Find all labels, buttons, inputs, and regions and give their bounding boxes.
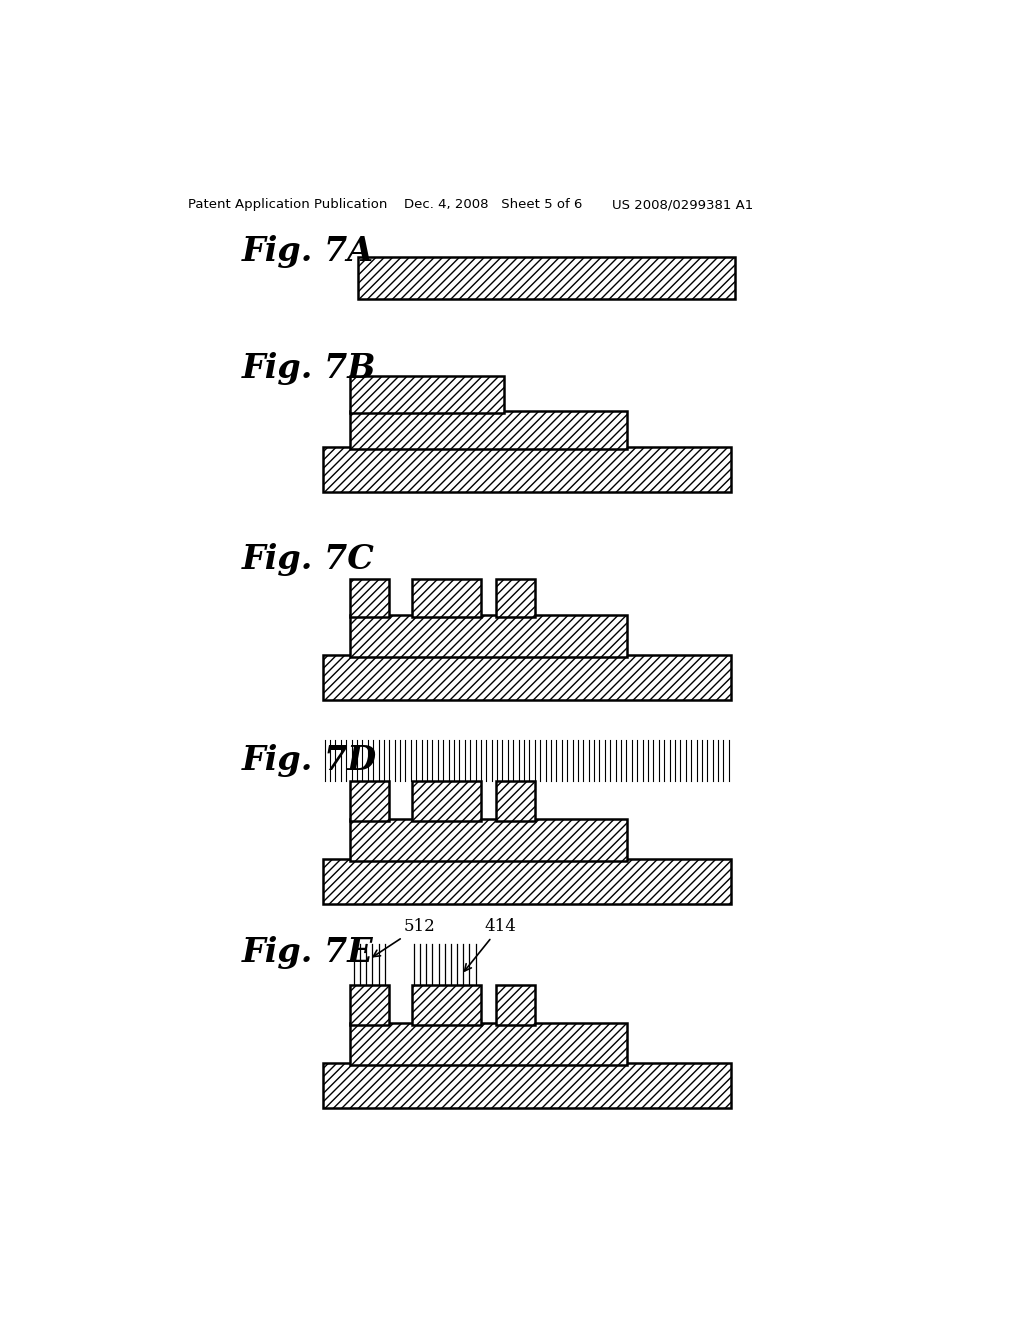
Bar: [350, 411, 628, 449]
Text: Fig. 7E: Fig. 7E: [243, 936, 374, 969]
Bar: [497, 985, 535, 1024]
Bar: [412, 985, 481, 1024]
Bar: [350, 615, 628, 656]
Text: 414: 414: [465, 917, 517, 972]
Bar: [323, 447, 731, 492]
Bar: [323, 859, 731, 904]
Text: Fig. 7A: Fig. 7A: [243, 235, 375, 268]
Bar: [350, 985, 388, 1024]
Bar: [497, 578, 535, 616]
Bar: [350, 376, 504, 412]
Text: Fig. 7B: Fig. 7B: [243, 352, 377, 385]
Bar: [412, 781, 481, 821]
Bar: [350, 1023, 628, 1065]
Bar: [323, 655, 731, 700]
Bar: [350, 781, 388, 821]
Bar: [497, 781, 535, 821]
Text: US 2008/0299381 A1: US 2008/0299381 A1: [611, 198, 753, 211]
Bar: [350, 818, 628, 861]
Text: Dec. 4, 2008   Sheet 5 of 6: Dec. 4, 2008 Sheet 5 of 6: [403, 198, 583, 211]
Bar: [357, 257, 735, 300]
Text: Patent Application Publication: Patent Application Publication: [188, 198, 388, 211]
Text: 512: 512: [373, 917, 435, 957]
Text: Fig. 7D: Fig. 7D: [243, 743, 378, 776]
Bar: [412, 578, 481, 616]
Text: Fig. 7C: Fig. 7C: [243, 544, 375, 577]
Bar: [323, 1063, 731, 1107]
Bar: [350, 578, 388, 616]
